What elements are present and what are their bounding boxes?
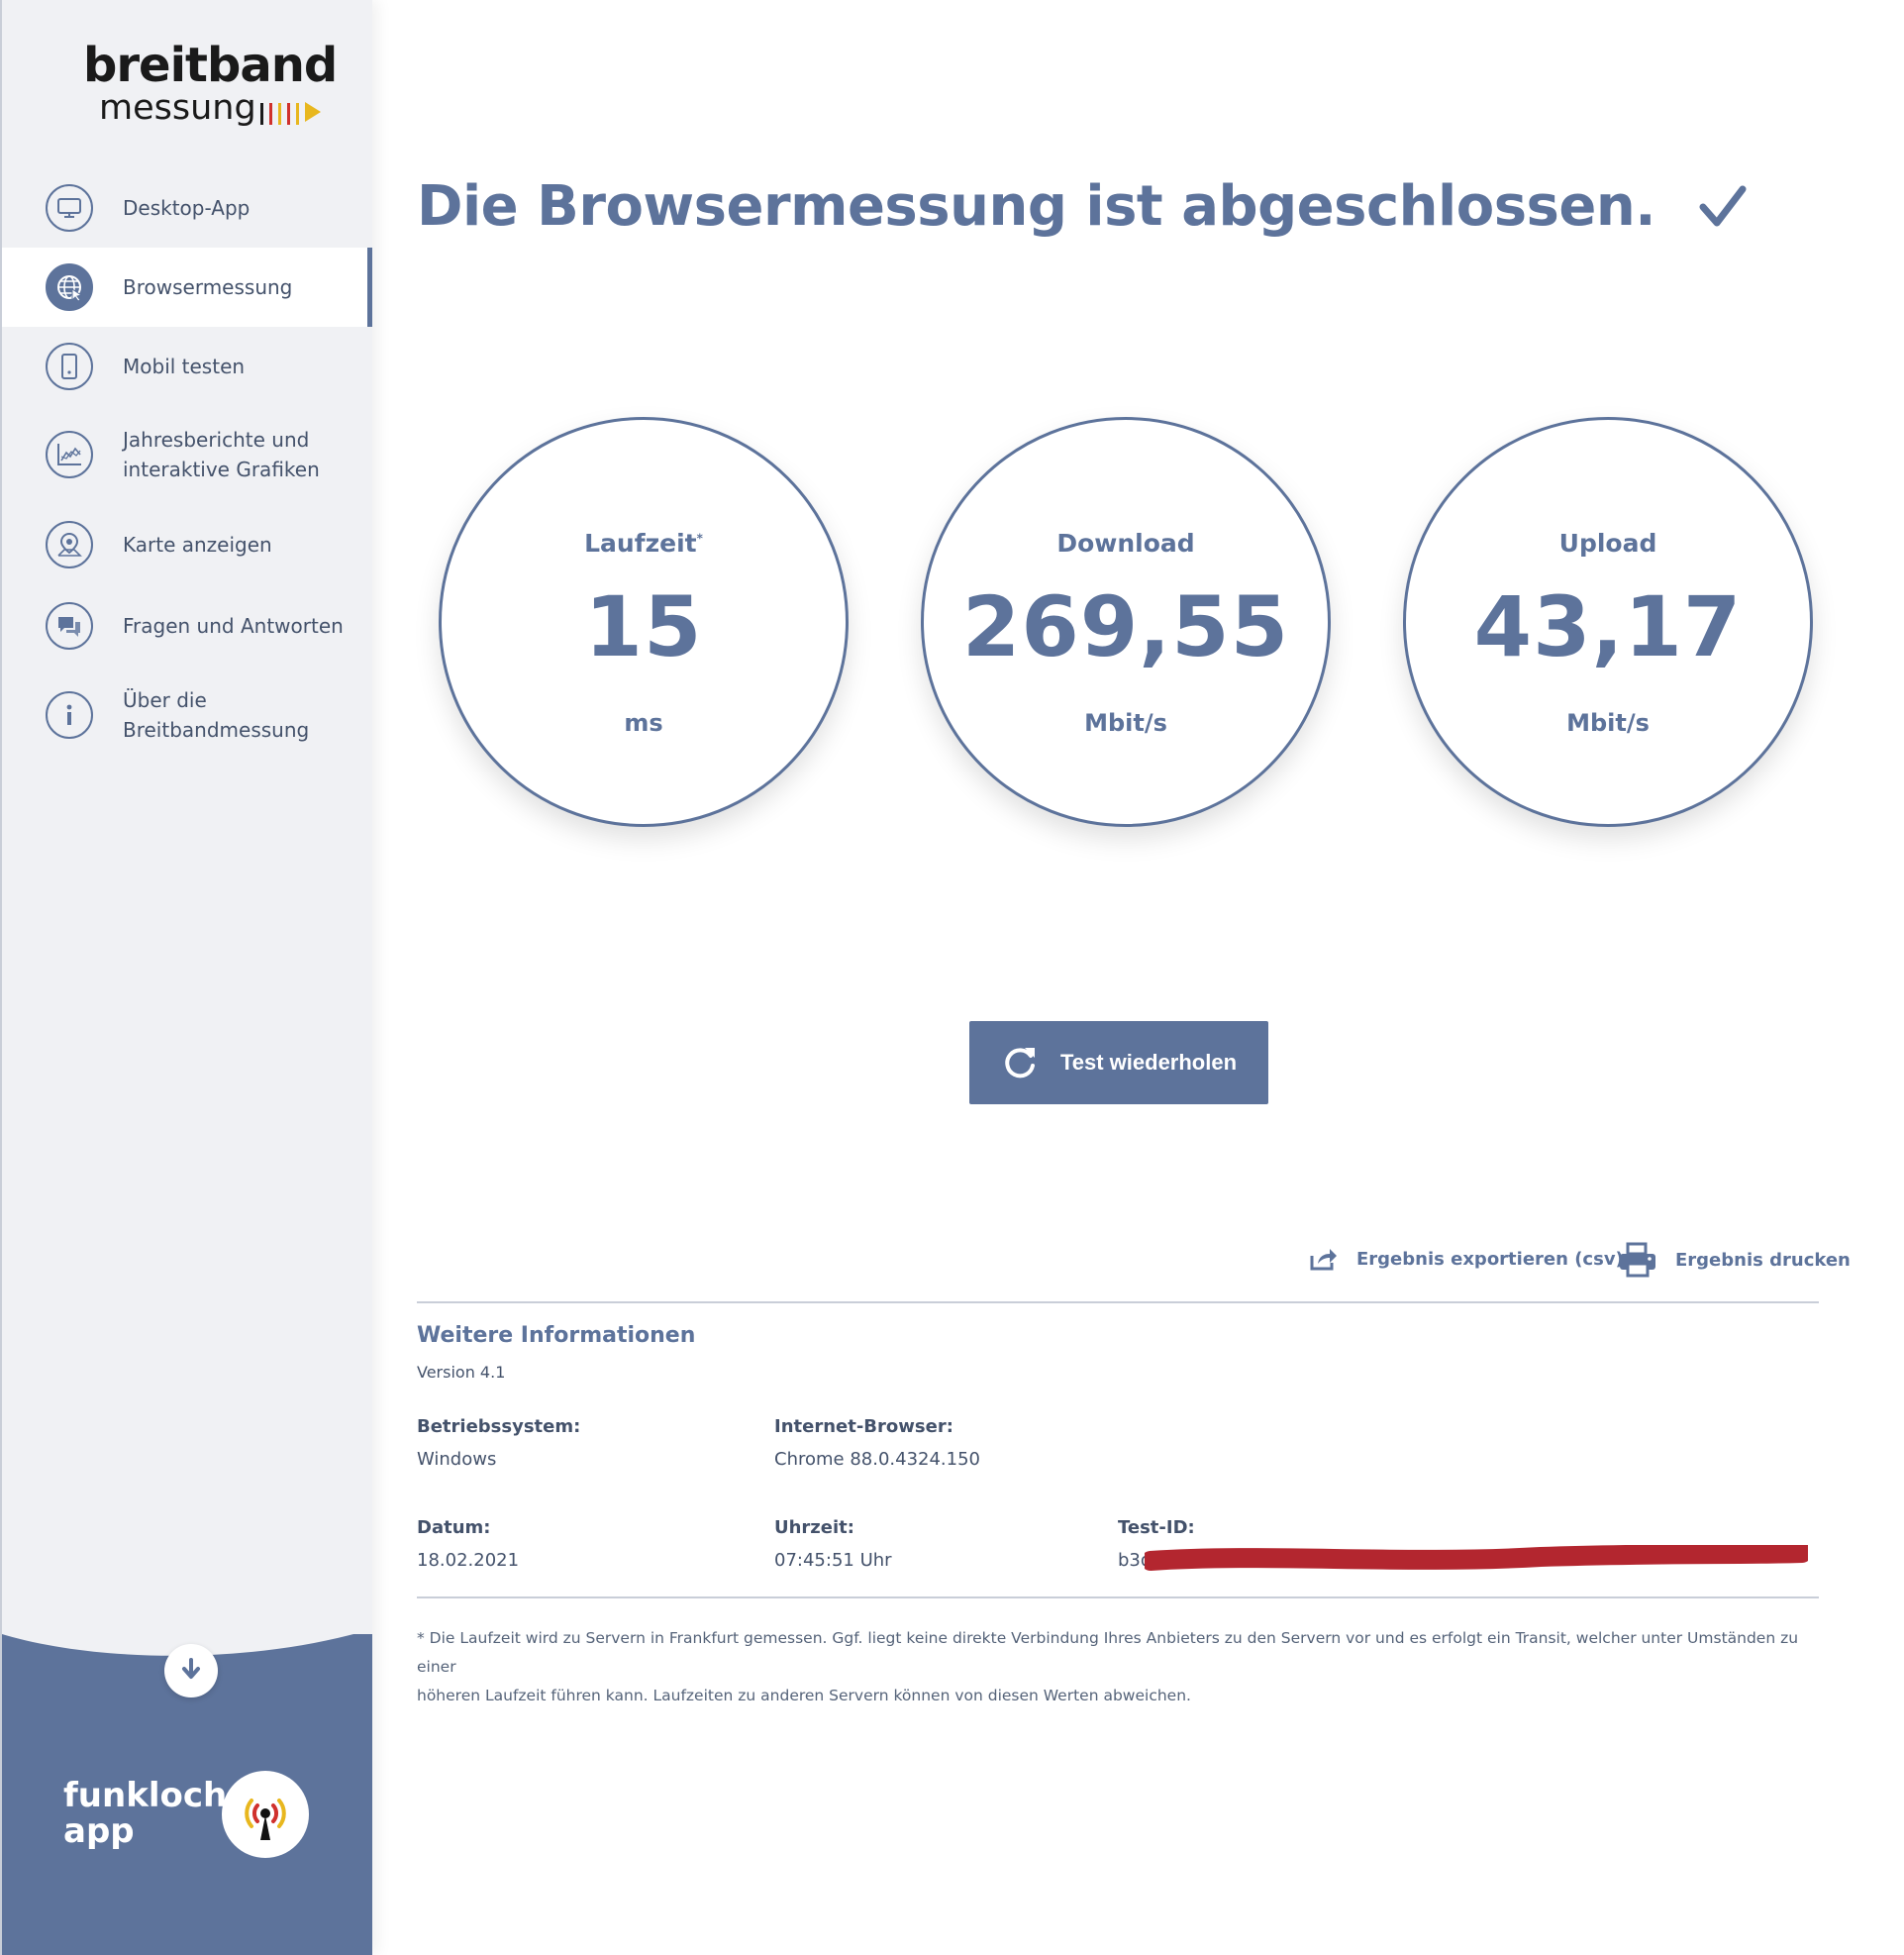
logo-line1: breitband [83,38,338,93]
desktop-icon [46,184,93,232]
sidebar-footer [2,1634,372,1955]
sidebar-item-ueber[interactable]: Über die Breitbandmessung [2,666,372,765]
metric-unit: Mbit/s [1084,709,1167,737]
refresh-icon [1001,1044,1039,1081]
repeat-test-button[interactable]: Test wiederholen [969,1021,1268,1104]
checkmark-icon [1699,183,1747,231]
metric-label: Download [1056,529,1195,558]
sidebar-item-label: Fragen und Antworten [123,614,344,638]
metric-laufzeit: Laufzeit* 15 ms [439,417,849,827]
sidebar-wave-background [2,1634,372,1955]
footnote-mark: * [696,531,703,546]
info-title: Weitere Informationen [417,1323,696,1348]
sidebar-item-desktop-app[interactable]: Desktop-App [2,168,372,248]
export-csv-link[interactable]: Ergebnis exportieren (csv) [1309,1246,1624,1272]
map-pin-icon [46,521,93,568]
field-date: Datum: 18.02.2021 [417,1517,520,1571]
sidebar-item-label: Mobil testen [123,355,246,378]
metric-label: Upload [1558,529,1657,558]
metric-value: 43,17 [1473,578,1743,675]
sidebar: breitband messung Desktop-App Browsermes… [0,0,372,1955]
sidebar-item-browsermessung[interactable]: Browsermessung [2,248,372,327]
field-browser: Internet-Browser: Chrome 88.0.4324.150 [774,1416,981,1470]
funkloch-antenna-icon[interactable] [222,1771,309,1858]
sidebar-item-label: Über die [123,688,207,712]
sidebar-item-label: Desktop-App [123,196,251,220]
sidebar-nav: Desktop-App Browsermessung Mobil testen … [2,168,372,765]
metric-value: 15 [584,578,703,675]
metric-download: Download 269,55 Mbit/s [921,417,1331,827]
globe-icon [46,263,93,311]
sidebar-item-label: Browsermessung [123,275,293,299]
chart-icon [46,431,93,478]
divider [417,1301,1819,1303]
sidebar-item-fragen-antworten[interactable]: Fragen und Antworten [2,586,372,666]
sidebar-item-label: interaktive Grafiken [123,458,320,481]
version-text: Version 4.1 [417,1363,506,1382]
field-os: Betriebssystem: Windows [417,1416,581,1470]
arrow-down-icon [180,1657,202,1685]
funkloch-app-link[interactable]: funkloch- app [63,1776,242,1851]
divider [417,1596,1819,1598]
metric-unit: Mbit/s [1566,709,1650,737]
field-time: Uhrzeit: 07:45:51 Uhr [774,1517,892,1571]
sidebar-item-label: Breitbandmessung [123,718,310,742]
footnote: * Die Laufzeit wird zu Servern in Frankf… [417,1629,1799,1704]
print-result-link[interactable]: Ergebnis drucken [1618,1242,1851,1278]
info-icon [46,691,93,739]
logo-line2: messung [99,88,256,128]
sidebar-item-karte-anzeigen[interactable]: Karte anzeigen [2,503,372,586]
page-title: Die Browsermessung ist abgeschlossen. [417,174,1747,239]
breitbandmessung-logo[interactable]: breitband messung [83,38,338,128]
share-export-icon [1309,1246,1339,1272]
main-content: Die Browsermessung ist abgeschlossen. La… [372,0,1904,1955]
sidebar-item-mobil-testen[interactable]: Mobil testen [2,327,372,406]
metric-value: 269,55 [961,578,1290,675]
metric-label: Laufzeit [584,529,697,558]
sidebar-item-label: Jahresberichte und [123,428,310,452]
redaction-scribble [1145,1545,1808,1571]
metric-upload: Upload 43,17 Mbit/s [1403,417,1813,827]
chat-icon [46,602,93,650]
printer-icon [1618,1242,1657,1278]
logo-signal-bars-icon [259,97,321,125]
scroll-down-button[interactable] [164,1644,218,1698]
metric-unit: ms [624,709,663,737]
sidebar-item-jahresberichte[interactable]: Jahresberichte und interaktive Grafiken [2,406,372,503]
phone-icon [46,343,93,390]
field-test-id: Test-ID: b3d [1118,1517,1195,1571]
sidebar-item-label: Karte anzeigen [123,533,272,557]
